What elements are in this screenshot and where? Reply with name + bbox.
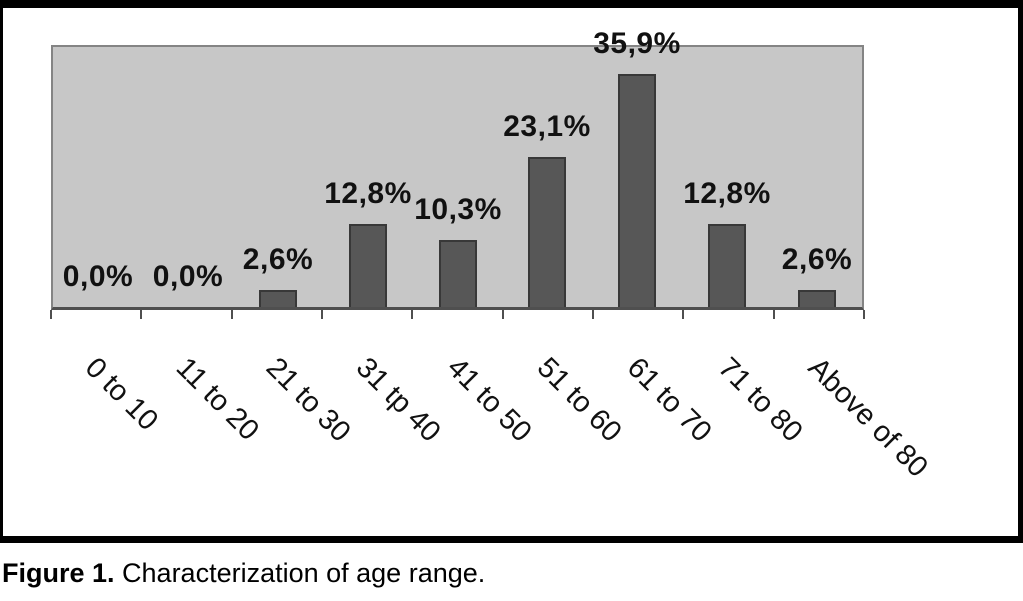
x-axis-tick xyxy=(592,310,594,319)
bar-value-label: 35,9% xyxy=(593,27,681,60)
bar-value-label: 0,0% xyxy=(152,260,224,293)
x-axis-tick xyxy=(863,310,865,319)
bar-value-label: 10,3% xyxy=(414,193,502,226)
x-axis-label-above-of-80: Above of 80 xyxy=(801,351,934,484)
x-axis-tick xyxy=(411,310,413,319)
bar-71-to-80 xyxy=(708,224,746,307)
caption-number: Figure 1. xyxy=(2,558,115,588)
bar-61-to-70 xyxy=(618,74,656,307)
x-axis-label-51-to-60: 51 to 60 xyxy=(530,351,628,449)
figure-caption: Figure 1. Characterization of age range. xyxy=(2,558,485,589)
bar-41-to-50 xyxy=(439,240,477,307)
x-axis-label-0-to-10: 0 to 10 xyxy=(78,351,165,437)
x-axis-tick xyxy=(140,310,142,319)
bar-value-label: 12,8% xyxy=(683,177,771,210)
bar-value-label: 23,1% xyxy=(503,110,591,143)
bar-above-of-80 xyxy=(798,290,836,307)
x-axis-tick xyxy=(321,310,323,319)
x-axis-tick xyxy=(773,310,775,319)
x-axis-label-41-to-50: 41 to 50 xyxy=(440,351,538,449)
x-axis-label-61-to-70: 61 to 70 xyxy=(620,351,718,449)
bar-value-label: 0,0% xyxy=(62,260,134,293)
bar-value-label: 2,6% xyxy=(242,243,314,276)
x-axis-tick xyxy=(502,310,504,319)
bar-value-label: 12,8% xyxy=(324,177,412,210)
x-axis-tick xyxy=(231,310,233,319)
x-axis-tick xyxy=(50,310,52,319)
x-axis-label-71-to-80: 71 to 80 xyxy=(711,351,809,449)
x-axis-label-11-to-20: 11 to 20 xyxy=(169,351,266,447)
x-axis-label-21-to-30: 21 to 30 xyxy=(259,351,357,449)
caption-text: Characterization of age range. xyxy=(114,558,486,588)
x-axis-label-31-tp-40: 31 tp 40 xyxy=(349,351,447,449)
bar-value-label: 2,6% xyxy=(781,243,853,276)
x-axis-tick xyxy=(682,310,684,319)
bar-21-to-30 xyxy=(259,290,297,307)
plot-area: 0,0% 0,0% 2,6% 12,8% 10,3% 23,1% 35,9% 12,8% 2,6… xyxy=(51,27,864,310)
bar-31-tp-40 xyxy=(349,224,387,307)
figure-frame: 0,0% 0,0% 2,6% 12,8% 10,3% 23,1% 35,9% 12,8% 2,6… xyxy=(0,0,1023,543)
bar-51-to-60 xyxy=(528,157,566,307)
